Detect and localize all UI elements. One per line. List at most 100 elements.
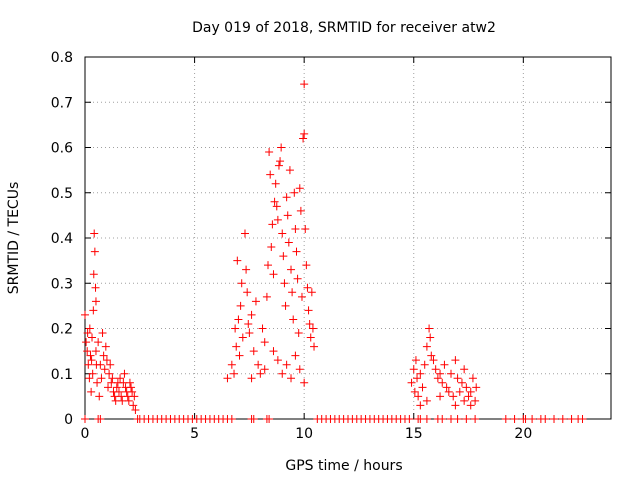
data-point bbox=[256, 369, 265, 378]
data-point bbox=[235, 351, 244, 360]
data-point bbox=[550, 415, 559, 423]
data-point bbox=[436, 392, 445, 401]
data-point bbox=[279, 252, 288, 261]
data-point bbox=[83, 347, 92, 356]
y-tick-label: 0.1 bbox=[51, 367, 73, 383]
data-point bbox=[460, 396, 469, 405]
data-point bbox=[84, 360, 93, 369]
data-point bbox=[267, 243, 276, 252]
data-point bbox=[438, 378, 447, 387]
data-point bbox=[230, 369, 239, 378]
data-point bbox=[447, 369, 456, 378]
data-point bbox=[285, 166, 294, 175]
data-point bbox=[82, 338, 91, 347]
data-points bbox=[81, 80, 587, 423]
data-point bbox=[130, 392, 139, 401]
data-point bbox=[112, 383, 121, 392]
data-point bbox=[300, 129, 309, 138]
data-point bbox=[83, 329, 92, 338]
data-point bbox=[266, 170, 275, 179]
data-point bbox=[422, 415, 431, 423]
data-point bbox=[413, 374, 422, 383]
data-point bbox=[238, 333, 247, 342]
data-point bbox=[280, 279, 289, 288]
data-point bbox=[449, 392, 458, 401]
data-point bbox=[101, 342, 110, 351]
data-point bbox=[96, 415, 105, 423]
data-point bbox=[232, 342, 241, 351]
data-point bbox=[292, 247, 301, 256]
data-point bbox=[251, 297, 260, 306]
data-point bbox=[453, 415, 462, 423]
data-point bbox=[106, 360, 115, 369]
y-tick-label: 0.4 bbox=[51, 231, 73, 247]
data-point bbox=[272, 202, 281, 211]
data-point bbox=[269, 270, 278, 279]
data-point bbox=[90, 229, 99, 238]
data-point bbox=[444, 387, 453, 396]
data-point bbox=[120, 369, 129, 378]
data-point bbox=[418, 383, 427, 392]
data-point bbox=[282, 193, 291, 202]
data-point bbox=[105, 369, 114, 378]
data-point bbox=[416, 369, 425, 378]
data-point bbox=[466, 401, 475, 410]
data-point bbox=[227, 415, 236, 423]
data-point bbox=[308, 324, 317, 333]
data-point bbox=[283, 211, 292, 220]
data-point bbox=[300, 80, 309, 89]
y-tick-label: 0.2 bbox=[51, 322, 73, 338]
data-point bbox=[273, 215, 282, 224]
data-point bbox=[287, 374, 296, 383]
data-point bbox=[466, 387, 475, 396]
data-point bbox=[233, 256, 242, 265]
data-point bbox=[460, 365, 469, 374]
data-point bbox=[108, 374, 117, 383]
data-point bbox=[271, 179, 280, 188]
data-point bbox=[99, 351, 108, 360]
data-point bbox=[422, 396, 431, 405]
data-point bbox=[227, 360, 236, 369]
data-point bbox=[451, 356, 460, 365]
data-point bbox=[305, 319, 314, 328]
data-point bbox=[289, 315, 298, 324]
data-point bbox=[270, 197, 279, 206]
data-point bbox=[128, 387, 137, 396]
data-point bbox=[116, 374, 125, 383]
data-point bbox=[87, 387, 96, 396]
data-point bbox=[273, 356, 282, 365]
data-point bbox=[300, 378, 309, 387]
data-point bbox=[124, 396, 133, 405]
data-point bbox=[265, 415, 274, 423]
data-point bbox=[296, 206, 305, 215]
data-point bbox=[440, 360, 449, 369]
data-point bbox=[457, 378, 466, 387]
data-point bbox=[471, 396, 480, 405]
data-point bbox=[95, 392, 104, 401]
data-point bbox=[249, 347, 258, 356]
data-point bbox=[410, 387, 419, 396]
data-point bbox=[288, 288, 297, 297]
x-axis-label: GPS time / hours bbox=[285, 458, 402, 474]
data-point bbox=[247, 374, 256, 383]
y-tick-label: 0.7 bbox=[51, 95, 73, 111]
data-point bbox=[254, 360, 263, 369]
data-point bbox=[293, 274, 302, 283]
data-point bbox=[302, 261, 311, 270]
data-point bbox=[442, 383, 451, 392]
data-point bbox=[438, 415, 447, 423]
data-point bbox=[455, 387, 464, 396]
data-point bbox=[303, 283, 312, 292]
data-point bbox=[307, 288, 316, 297]
data-point bbox=[88, 369, 97, 378]
data-point bbox=[278, 229, 287, 238]
data-point bbox=[409, 365, 418, 374]
y-tick-label: 0.3 bbox=[51, 276, 73, 292]
data-point bbox=[528, 415, 537, 423]
data-point bbox=[262, 292, 271, 301]
data-point bbox=[436, 369, 445, 378]
data-point bbox=[295, 184, 304, 193]
data-point bbox=[125, 378, 134, 387]
data-point bbox=[98, 329, 107, 338]
